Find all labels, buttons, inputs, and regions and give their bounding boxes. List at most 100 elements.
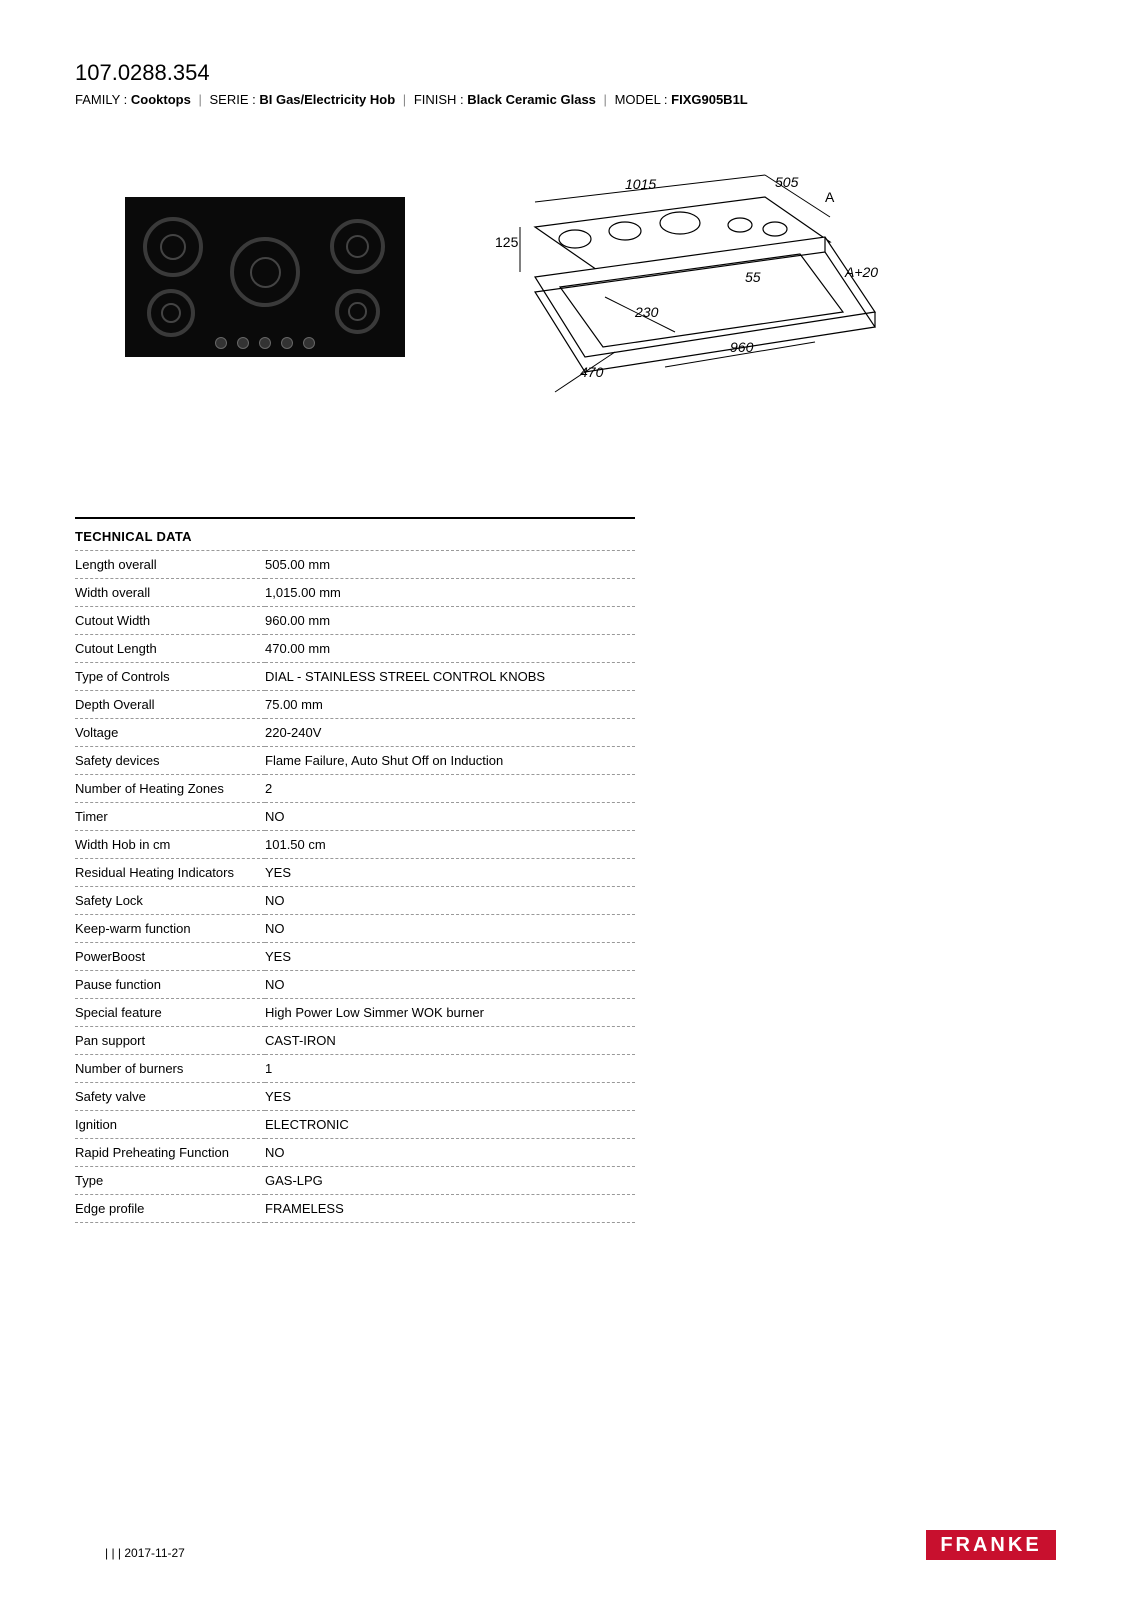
spec-key: Timer [75,803,265,831]
spec-key: Safety Lock [75,887,265,915]
dim-470: 470 [580,364,604,380]
spec-key: Type [75,1167,265,1195]
spec-value: NO [265,803,635,831]
spec-value: 470.00 mm [265,635,635,663]
meta-label: MODEL [615,92,661,107]
technical-drawing: 1015 505 A 125 A+20 55 230 960 470 [465,167,885,447]
spec-value: Flame Failure, Auto Shut Off on Inductio… [265,747,635,775]
table-row: Depth Overall75.00 mm [75,691,635,719]
table-row: Residual Heating IndicatorsYES [75,859,635,887]
spec-key: Safety devices [75,747,265,775]
spec-key: Edge profile [75,1195,265,1223]
spec-key: Depth Overall [75,691,265,719]
table-row: Edge profileFRAMELESS [75,1195,635,1223]
spec-key: Keep-warm function [75,915,265,943]
spec-value: High Power Low Simmer WOK burner [265,999,635,1027]
spec-key: Pan support [75,1027,265,1055]
meta-label: FAMILY [75,92,120,107]
spec-key: Number of burners [75,1055,265,1083]
meta-label: SERIE [209,92,248,107]
spec-key: Number of Heating Zones [75,775,265,803]
table-row: Cutout Length470.00 mm [75,635,635,663]
spec-value: 960.00 mm [265,607,635,635]
spec-value: 1 [265,1055,635,1083]
dim-55: 55 [745,269,761,285]
spec-value: GAS-LPG [265,1167,635,1195]
spec-value: FRAMELESS [265,1195,635,1223]
table-row: Special featureHigh Power Low Simmer WOK… [75,999,635,1027]
meta-value: BI Gas/Electricity Hob [259,92,395,107]
spec-key: Cutout Length [75,635,265,663]
meta-value: Black Ceramic Glass [467,92,596,107]
spec-value: 75.00 mm [265,691,635,719]
knob-row [215,337,315,349]
spec-value: 2 [265,775,635,803]
meta-separator: | [198,92,201,107]
spec-key: Type of Controls [75,663,265,691]
dim-125: 125 [495,234,519,250]
control-knob-icon [303,337,315,349]
table-row: TypeGAS-LPG [75,1167,635,1195]
table-row: Width overall1,015.00 mm [75,579,635,607]
table-row: Pan supportCAST-IRON [75,1027,635,1055]
meta-separator: | [604,92,607,107]
spec-key: Residual Heating Indicators [75,859,265,887]
table-row: Width Hob in cm101.50 cm [75,831,635,859]
footer-date: | | | 2017-11-27 [105,1546,185,1560]
spec-key: Pause function [75,971,265,999]
table-row: Safety LockNO [75,887,635,915]
footer-date-value: 2017-11-27 [124,1546,185,1560]
meta-separator: | [403,92,406,107]
header: 107.0288.354 FAMILY : Cooktops | SERIE :… [75,60,1056,107]
spec-value: NO [265,887,635,915]
control-knob-icon [281,337,293,349]
spec-key: Width overall [75,579,265,607]
dim-A: A [825,189,835,205]
control-knob-icon [215,337,227,349]
brand-logo: FRANKE [926,1530,1056,1560]
spec-value: YES [265,859,635,887]
footer: | | | 2017-11-27 FRANKE [105,1530,1056,1560]
table-row: Voltage220-240V [75,719,635,747]
spec-value: ELECTRONIC [265,1111,635,1139]
table-row: Type of ControlsDIAL - STAINLESS STREEL … [75,663,635,691]
spec-value: 220-240V [265,719,635,747]
meta-item: FAMILY : Cooktops [75,92,194,107]
meta-value: FIXG905B1L [671,92,748,107]
spec-key: Ignition [75,1111,265,1139]
spec-key: Voltage [75,719,265,747]
meta-line: FAMILY : Cooktops | SERIE : BI Gas/Elect… [75,92,1056,107]
meta-item: MODEL : FIXG905B1L [615,92,748,107]
table-row: TimerNO [75,803,635,831]
spec-value: NO [265,915,635,943]
table-row: Cutout Width960.00 mm [75,607,635,635]
dim-A20: A+20 [844,264,878,280]
table-row: Pause functionNO [75,971,635,999]
spec-key: PowerBoost [75,943,265,971]
spec-value: DIAL - STAINLESS STREEL CONTROL KNOBS [265,663,635,691]
meta-item: FINISH : Black Ceramic Glass [414,92,600,107]
control-knob-icon [259,337,271,349]
table-row: Length overall505.00 mm [75,551,635,579]
spec-value: NO [265,971,635,999]
spec-value: YES [265,943,635,971]
table-row: Rapid Preheating FunctionNO [75,1139,635,1167]
spec-key: Cutout Width [75,607,265,635]
table-row: Number of Heating Zones2 [75,775,635,803]
product-photo [125,197,405,357]
spec-key: Safety valve [75,1083,265,1111]
table-row: Number of burners1 [75,1055,635,1083]
technical-data-section: TECHNICAL DATA Length overall505.00 mmWi… [75,517,635,1223]
meta-item: SERIE : BI Gas/Electricity Hob [209,92,398,107]
spec-key: Rapid Preheating Function [75,1139,265,1167]
product-id: 107.0288.354 [75,60,1056,86]
spec-value: 101.50 cm [265,831,635,859]
table-row: PowerBoostYES [75,943,635,971]
spec-value: CAST-IRON [265,1027,635,1055]
meta-label: FINISH [414,92,457,107]
spec-value: 505.00 mm [265,551,635,579]
spec-value: NO [265,1139,635,1167]
control-knob-icon [237,337,249,349]
meta-value: Cooktops [131,92,191,107]
table-row: IgnitionELECTRONIC [75,1111,635,1139]
